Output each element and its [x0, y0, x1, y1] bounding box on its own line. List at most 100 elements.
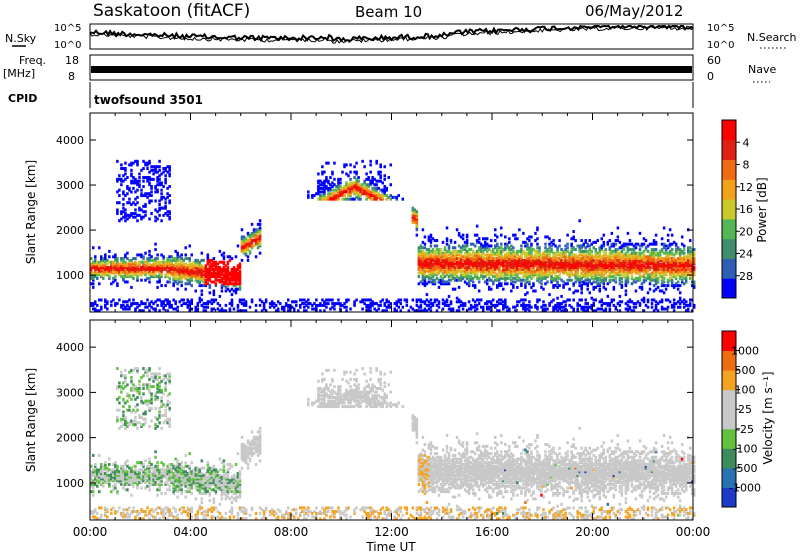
power-cell: [345, 300, 348, 304]
power-cell: [439, 251, 443, 255]
power-cell: [156, 262, 159, 266]
power-cell: [540, 285, 543, 289]
velocity-cell: [94, 464, 97, 468]
power-cell: [232, 266, 236, 270]
power-cell: [658, 249, 662, 253]
power-cell: [564, 249, 567, 253]
freq-tick-top: 18: [65, 54, 79, 67]
velocity-cell: [112, 472, 115, 476]
power-cell: [660, 257, 664, 261]
nave-label: Nave: [748, 63, 776, 76]
power-cell: [594, 248, 598, 252]
power-cell: [230, 275, 234, 279]
velocity-cell: [110, 472, 113, 476]
power-cell: [650, 262, 654, 266]
power-cell: [242, 239, 246, 243]
power-cell: [96, 267, 99, 271]
power-cell: [196, 271, 200, 275]
power-cell: [512, 258, 515, 262]
power-cell: [483, 262, 487, 266]
power-cell: [433, 260, 437, 264]
power-cell: [451, 251, 455, 255]
power-cell: [230, 282, 234, 286]
power-cell: [373, 188, 376, 192]
power-cell: [156, 266, 159, 270]
power-cell: [443, 300, 447, 304]
power-cell: [363, 188, 366, 192]
velocity-cell: [122, 472, 125, 476]
power-cell: [208, 275, 212, 279]
power-cell: [246, 255, 250, 259]
power-cell: [594, 280, 598, 284]
power-cell: [228, 289, 232, 293]
power-cell: [632, 309, 636, 313]
power-cell: [586, 267, 589, 271]
cpid-label: CPID: [8, 92, 37, 105]
power-cell: [473, 285, 477, 289]
power-cell: [600, 244, 604, 248]
power-cell: [327, 186, 330, 190]
power-cell: [600, 267, 604, 271]
power-cell: [512, 246, 515, 250]
power-cell: [90, 264, 93, 268]
power-cell: [238, 275, 242, 279]
power-cell: [102, 257, 105, 261]
power-cell: [487, 278, 491, 282]
power-cell: [200, 303, 204, 307]
power-cell: [502, 303, 505, 307]
power-cell: [459, 264, 463, 268]
power-cell: [612, 264, 616, 268]
power-cell: [136, 267, 139, 271]
power-cell: [140, 278, 143, 282]
power-cell: [654, 258, 658, 262]
power-cell: [142, 267, 145, 271]
power-cell: [485, 255, 489, 259]
power-cell: [291, 300, 294, 304]
power-cell: [427, 257, 431, 261]
power-cell: [558, 276, 561, 280]
power-cell: [128, 266, 131, 270]
power-cell: [451, 271, 455, 275]
power-cell: [564, 248, 567, 252]
power-cell: [608, 248, 612, 252]
power-cell: [375, 183, 378, 187]
power-cell: [174, 280, 177, 284]
power-cell: [612, 278, 616, 282]
power-cell: [353, 192, 356, 196]
power-cell: [146, 260, 149, 264]
power-cell: [467, 262, 471, 266]
power-cell: [202, 269, 206, 273]
power-cell: [365, 303, 368, 307]
power-cell: [504, 273, 507, 277]
power-cell: [425, 303, 429, 307]
power-cell: [138, 264, 141, 268]
power-cell: [132, 271, 135, 275]
power-cell: [341, 170, 344, 174]
power-cell: [660, 266, 664, 270]
power-cell: [154, 309, 157, 313]
power-cell: [680, 251, 684, 255]
power-cell: [514, 233, 517, 237]
power-cell: [506, 266, 509, 270]
power-cell: [136, 179, 139, 183]
power-cell: [242, 249, 246, 253]
power-cell: [560, 253, 563, 257]
power-cell: [331, 197, 334, 201]
power-cell: [544, 271, 547, 275]
power-cell: [196, 269, 200, 273]
power-cell: [475, 257, 479, 261]
power-cell: [620, 300, 624, 304]
power-cell: [114, 264, 117, 268]
power-cell: [624, 242, 628, 246]
power-cell: [532, 271, 535, 275]
power-cell: [250, 239, 254, 243]
power-cell: [447, 266, 451, 270]
power-cell: [690, 266, 694, 270]
power-cell: [124, 269, 127, 273]
power-cell: [176, 258, 179, 262]
power-cell: [144, 251, 147, 255]
power-cell: [232, 273, 236, 277]
power-cell: [222, 282, 226, 286]
power-cell: [504, 300, 507, 304]
